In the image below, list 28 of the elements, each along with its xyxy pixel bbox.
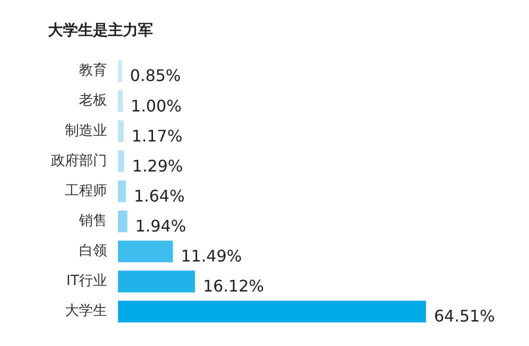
y-tick-label: 老板 xyxy=(79,92,107,109)
bar xyxy=(118,150,124,172)
bar xyxy=(118,60,122,82)
chart-title: 大学生是主力军 xyxy=(48,20,153,39)
data-label: 64.51% xyxy=(434,306,496,326)
y-tick-label: 制造业 xyxy=(65,122,107,139)
bar xyxy=(118,270,195,292)
data-label: 1.17% xyxy=(132,126,182,146)
y-tick-label: 大学生 xyxy=(65,303,107,320)
y-tick-label: 教育 xyxy=(79,62,107,79)
y-tick-label: IT行业 xyxy=(66,273,107,290)
bar xyxy=(118,240,173,262)
y-tick-label: 白领 xyxy=(79,243,107,260)
data-label: 1.29% xyxy=(132,156,183,176)
data-label: 0.85% xyxy=(130,66,181,86)
data-label: 1.00% xyxy=(130,96,182,116)
y-tick-label: 工程师 xyxy=(65,182,107,199)
y-tick-label: 销售 xyxy=(78,213,107,230)
data-label: 11.49% xyxy=(180,246,242,266)
bar xyxy=(118,180,126,202)
bar xyxy=(118,210,128,232)
data-label: 1.64% xyxy=(134,186,185,206)
bar xyxy=(118,120,124,142)
bar xyxy=(118,300,426,322)
bar xyxy=(118,90,123,112)
y-tick-label: 政府部门 xyxy=(51,152,107,169)
data-label: 16.12% xyxy=(202,276,264,296)
data-label: 1.94% xyxy=(135,216,186,236)
